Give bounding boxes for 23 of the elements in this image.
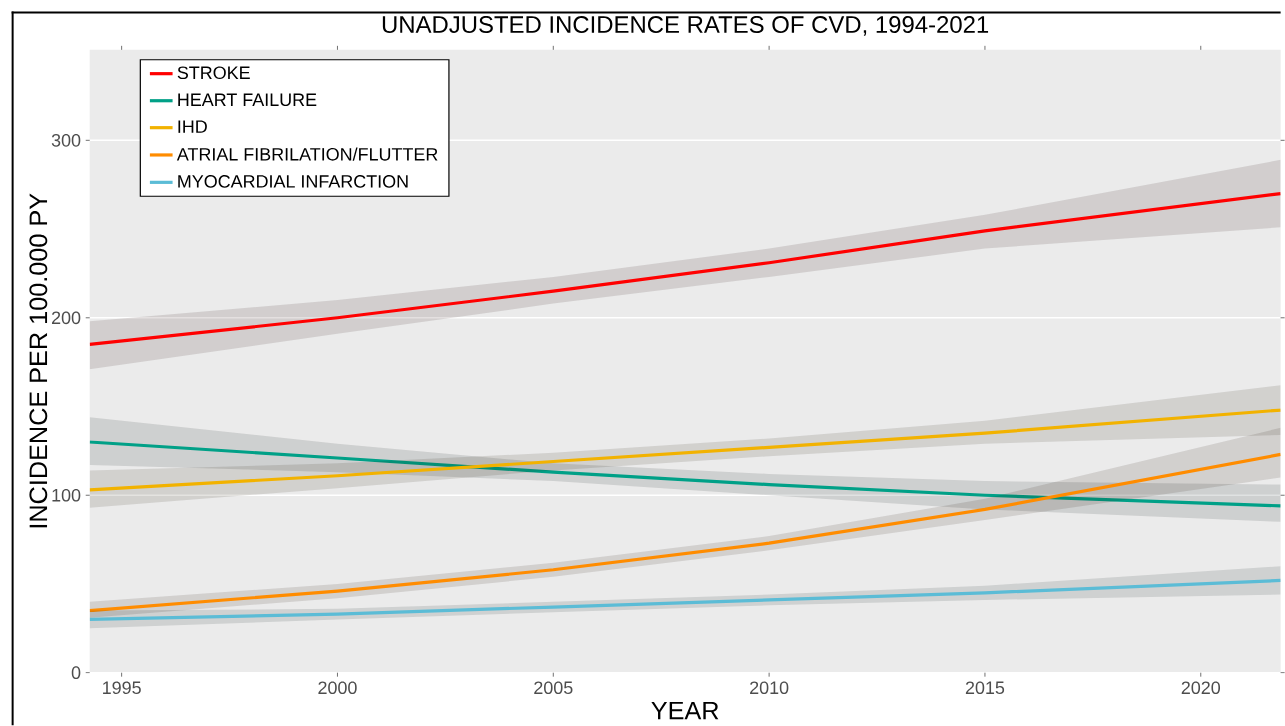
line-series xyxy=(89,453,1281,613)
line-series xyxy=(89,440,1281,508)
legend-label: HEART FAILURE xyxy=(178,93,317,107)
x-axis-title: YEAR xyxy=(651,702,719,720)
chart-title: UNADJUSTED INCIDENCE RATES OF CVD, 1994-2021 xyxy=(382,16,989,37)
y-tick-label: 100 xyxy=(52,489,81,502)
line-series xyxy=(89,192,1281,347)
legend-label: STROKE xyxy=(177,66,250,80)
x-tick-label: 2000 xyxy=(318,681,357,695)
line-series xyxy=(89,408,1281,492)
y-tick-label: 200 xyxy=(51,311,81,325)
legend-label: ATRIAL FIBRILATION/FLUTTER xyxy=(176,147,438,161)
x-tick-label: 1995 xyxy=(103,681,141,695)
line-series xyxy=(89,579,1281,622)
y-axis-title: INCIDENCE PER 100.000 PY xyxy=(29,193,48,528)
x-tick-label: 2020 xyxy=(1181,681,1221,695)
x-tick-label: 2010 xyxy=(750,681,789,695)
legend-label: MYOCARDIAL INFARCTION xyxy=(178,175,408,189)
legend-label: IHD xyxy=(178,120,207,134)
y-tick-label: 0 xyxy=(71,666,81,680)
x-tick-label: 2015 xyxy=(965,681,1005,695)
x-tick-label: 2005 xyxy=(534,681,573,695)
y-tick-label: 300 xyxy=(51,134,81,147)
